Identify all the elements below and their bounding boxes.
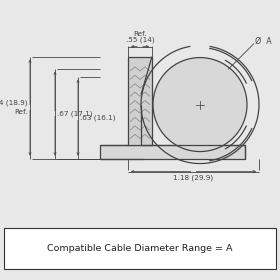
Text: .55 (14): .55 (14): [126, 36, 154, 43]
Text: 1.18 (29.9): 1.18 (29.9): [173, 174, 214, 181]
FancyBboxPatch shape: [4, 228, 276, 269]
Circle shape: [153, 58, 247, 151]
Text: Ref.: Ref.: [133, 31, 147, 37]
Text: .63 (16.1): .63 (16.1): [80, 114, 115, 121]
Bar: [128, 57, 152, 144]
Text: .67 (17.1): .67 (17.1): [57, 110, 92, 117]
Text: Ref.: Ref.: [15, 109, 28, 115]
Text: .74 (18.9): .74 (18.9): [0, 99, 28, 106]
Text: Compatible Cable Diameter Range = A: Compatible Cable Diameter Range = A: [47, 244, 233, 253]
Text: Ø  A: Ø A: [255, 37, 272, 46]
Bar: [100, 144, 245, 158]
